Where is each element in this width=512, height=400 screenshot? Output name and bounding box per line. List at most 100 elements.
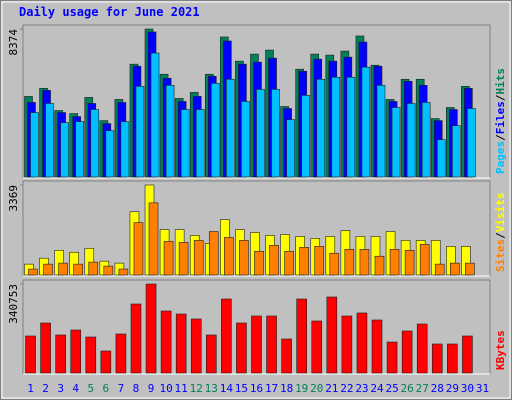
bar xyxy=(160,310,172,374)
bar xyxy=(60,122,69,178)
bar xyxy=(462,335,473,374)
legend-separator: / xyxy=(494,232,507,239)
bar xyxy=(163,241,174,276)
bar xyxy=(331,76,341,178)
bar xyxy=(120,121,130,178)
x-tick-label: 31 xyxy=(476,382,489,395)
x-tick-label: 7 xyxy=(118,382,125,395)
bar xyxy=(434,263,445,276)
x-tick-label: 9 xyxy=(148,382,155,395)
legend-entry: Hits xyxy=(494,68,507,95)
bar xyxy=(421,102,431,178)
bar xyxy=(256,89,265,178)
bar xyxy=(25,335,36,374)
x-tick-label: 24 xyxy=(370,382,384,395)
legend-separator: / xyxy=(494,94,507,101)
x-tick-label: 14 xyxy=(220,382,234,395)
bar xyxy=(361,66,371,178)
bar xyxy=(105,130,115,178)
x-tick-label: 22 xyxy=(340,382,353,395)
bar xyxy=(401,330,413,374)
bar xyxy=(40,322,51,374)
x-tick-label: 29 xyxy=(446,382,459,395)
bar xyxy=(118,268,129,276)
x-tick-label: 30 xyxy=(461,382,474,395)
bar xyxy=(296,298,307,374)
x-tick-label: 23 xyxy=(355,382,368,395)
bar xyxy=(346,76,356,178)
x-tick-label: 6 xyxy=(103,382,110,395)
bar xyxy=(467,108,476,178)
bar xyxy=(28,268,38,276)
bar xyxy=(359,249,370,276)
bar xyxy=(356,312,368,374)
bar xyxy=(416,323,428,374)
legend-separator: / xyxy=(494,134,507,141)
x-tick-label: 13 xyxy=(205,382,218,395)
bar xyxy=(299,247,309,276)
bar xyxy=(236,322,247,374)
bar xyxy=(165,85,175,178)
bar xyxy=(145,283,157,374)
legend-entry: Pages xyxy=(494,141,507,174)
x-tick-label: 18 xyxy=(280,382,293,395)
x-tick-label: 19 xyxy=(295,382,308,395)
chart-title: Daily usage for June 2021 xyxy=(19,5,200,19)
x-tick-label: 12 xyxy=(190,382,203,395)
bar xyxy=(90,109,100,178)
bar xyxy=(271,89,280,178)
bar xyxy=(224,237,234,276)
bar xyxy=(329,252,340,276)
bar xyxy=(180,109,190,178)
bar xyxy=(269,245,279,276)
bar xyxy=(406,103,416,178)
bar xyxy=(431,343,443,374)
y-tick-label: 340753 xyxy=(7,284,20,324)
bar xyxy=(254,250,264,276)
x-tick-label: 8 xyxy=(133,382,140,395)
bar xyxy=(30,112,39,178)
x-tick-label: 17 xyxy=(265,382,278,395)
bar xyxy=(286,119,295,178)
legend-entry: Visits xyxy=(494,193,507,233)
legend-entry: Files xyxy=(494,101,507,134)
bar xyxy=(85,336,97,374)
bar xyxy=(419,244,430,276)
x-tick-label: 2 xyxy=(42,382,49,395)
x-tick-label: 4 xyxy=(72,382,79,395)
bar xyxy=(70,329,82,374)
bar xyxy=(135,86,145,178)
x-tick-label: 21 xyxy=(325,382,338,395)
bar xyxy=(190,318,202,374)
bar xyxy=(130,303,142,374)
bar xyxy=(465,262,475,276)
bar xyxy=(301,95,310,178)
x-tick-label: 10 xyxy=(159,382,172,395)
x-tick-label: 11 xyxy=(175,382,188,395)
x-tick-label: 5 xyxy=(87,382,94,395)
bar xyxy=(391,107,401,178)
x-tick-label: 3 xyxy=(57,382,64,395)
x-tick-label: 27 xyxy=(416,382,429,395)
x-tick-label: 25 xyxy=(385,382,398,395)
bar xyxy=(251,315,262,374)
bar xyxy=(450,262,460,276)
legend: Pages/Files/Hits xyxy=(494,68,507,174)
bar xyxy=(376,85,386,178)
bar xyxy=(208,231,219,276)
bar xyxy=(266,315,277,374)
x-tick-label: 28 xyxy=(431,382,444,395)
bar xyxy=(311,320,323,374)
bar xyxy=(241,101,250,178)
bar xyxy=(389,249,400,276)
legend: Sites/Visits xyxy=(494,193,507,273)
bar xyxy=(436,139,446,178)
bar xyxy=(73,263,83,276)
bar xyxy=(193,240,204,276)
legend: KBytes xyxy=(494,330,507,370)
y-tick-label: 8374 xyxy=(7,29,20,56)
bar xyxy=(55,334,66,374)
legend-entry: KBytes xyxy=(494,330,507,370)
bar xyxy=(115,333,127,374)
bar xyxy=(133,222,144,276)
